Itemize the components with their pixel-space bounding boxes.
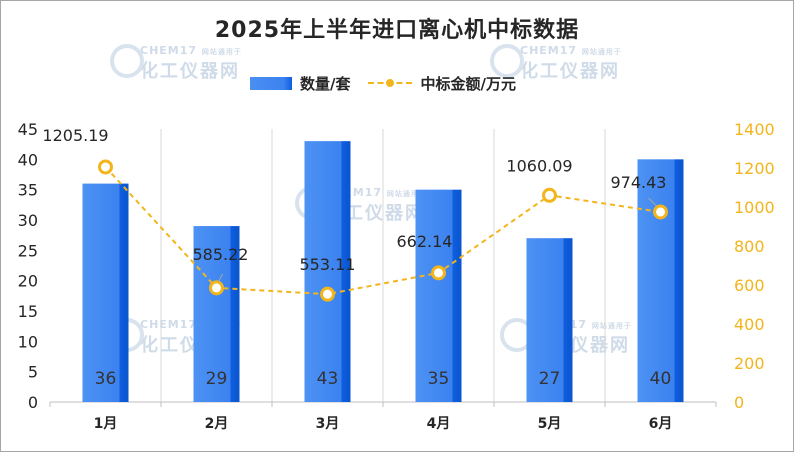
bar-value-label: 29 bbox=[206, 369, 228, 389]
line-point bbox=[98, 159, 113, 175]
y-tick-label-left: 20 bbox=[18, 272, 38, 291]
watermark-top: CHEM17 bbox=[140, 318, 198, 331]
legend-label-line: 中标金额/万元 bbox=[420, 74, 516, 93]
x-tick-label: 2月 bbox=[205, 416, 229, 432]
y-tick-label-right: 400 bbox=[734, 315, 765, 334]
bar bbox=[637, 159, 684, 402]
y-tick-label-left: 30 bbox=[18, 211, 38, 230]
x-tick-label: 1月 bbox=[94, 416, 118, 432]
watermark-logo-icon bbox=[110, 44, 144, 78]
line-value-label: 553.11 bbox=[300, 255, 356, 274]
watermark-bottom: 化工仪器网 bbox=[140, 61, 240, 82]
line-value-label: 974.43 bbox=[611, 173, 667, 192]
legend-line-swatch bbox=[368, 76, 413, 90]
bar bbox=[82, 183, 129, 402]
line-series-amount bbox=[104, 166, 661, 296]
line-value-label: 585.22 bbox=[193, 245, 249, 264]
x-tick-label: 6月 bbox=[649, 416, 673, 432]
line-value-label: 1060.09 bbox=[506, 156, 572, 175]
bar-value-label: 43 bbox=[317, 369, 339, 389]
watermark: CHEM17 网站通用于 化工仪器网 bbox=[490, 44, 622, 83]
bar bbox=[526, 238, 573, 402]
bar bbox=[415, 189, 462, 402]
y-tick-label-left: 5 bbox=[28, 363, 38, 382]
line-point bbox=[653, 204, 668, 220]
bar bbox=[304, 141, 351, 402]
watermark-small: 网站通用于 bbox=[591, 322, 632, 330]
y-tick-label-right: 200 bbox=[734, 354, 765, 373]
y-tick-label-left: 40 bbox=[18, 150, 38, 169]
y-tick-label-right: 800 bbox=[734, 237, 765, 256]
y-tick-label-right: 600 bbox=[734, 276, 765, 295]
y-tick-label-left: 35 bbox=[18, 181, 38, 200]
legend-bar-swatch bbox=[250, 76, 292, 90]
bar-value-label: 36 bbox=[95, 369, 117, 389]
line-point bbox=[431, 265, 446, 281]
watermark-small: 网站通用于 bbox=[201, 48, 242, 56]
x-tick-label: 3月 bbox=[316, 416, 340, 432]
line-point bbox=[320, 286, 335, 302]
y-tick-label-right: 1000 bbox=[734, 198, 775, 217]
chart-title: 2025年上半年进口离心机中标数据 bbox=[214, 18, 580, 43]
y-tick-label-left: 15 bbox=[18, 302, 38, 321]
watermark-logo-icon bbox=[490, 44, 524, 78]
watermark-small: 网站通用于 bbox=[581, 48, 622, 56]
legend-item-line: 中标金额/万元 bbox=[368, 73, 516, 94]
bar-value-label: 40 bbox=[650, 369, 672, 389]
y-tick-label-left: 0 bbox=[28, 393, 38, 412]
y-tick-label-right: 1400 bbox=[734, 120, 775, 139]
line-value-label: 1205.19 bbox=[42, 126, 108, 145]
label-leader-line bbox=[218, 273, 223, 283]
line-point bbox=[209, 280, 224, 296]
watermark-bottom: 化工仪器网 bbox=[520, 61, 620, 82]
legend-item-bars: 数量/套 bbox=[250, 73, 350, 94]
x-tick-label: 5月 bbox=[538, 416, 562, 432]
watermark-top: CHEM17 bbox=[140, 44, 198, 57]
y-tick-label-left: 25 bbox=[18, 241, 38, 260]
watermark: CHEM17 网站通用于 化工仪器网 bbox=[110, 44, 242, 83]
watermark-top: CHEM17 bbox=[520, 44, 578, 57]
legend-label-bars: 数量/套 bbox=[300, 74, 351, 93]
bar-value-label: 27 bbox=[539, 369, 561, 389]
legend: 数量/套 中标金额/万元 bbox=[250, 72, 534, 94]
watermark-small: 网站通用于 bbox=[386, 190, 427, 198]
bar-value-label: 35 bbox=[428, 369, 450, 389]
y-tick-label-left: 10 bbox=[18, 332, 38, 351]
line-point bbox=[542, 187, 557, 203]
line-value-label: 662.14 bbox=[397, 232, 453, 251]
y-tick-label-left: 45 bbox=[18, 120, 38, 139]
y-tick-label-right: 0 bbox=[734, 393, 744, 412]
label-leader-line bbox=[648, 197, 657, 207]
x-tick-label: 4月 bbox=[427, 416, 451, 432]
y-tick-label-right: 1200 bbox=[734, 159, 775, 178]
bar bbox=[193, 226, 240, 402]
